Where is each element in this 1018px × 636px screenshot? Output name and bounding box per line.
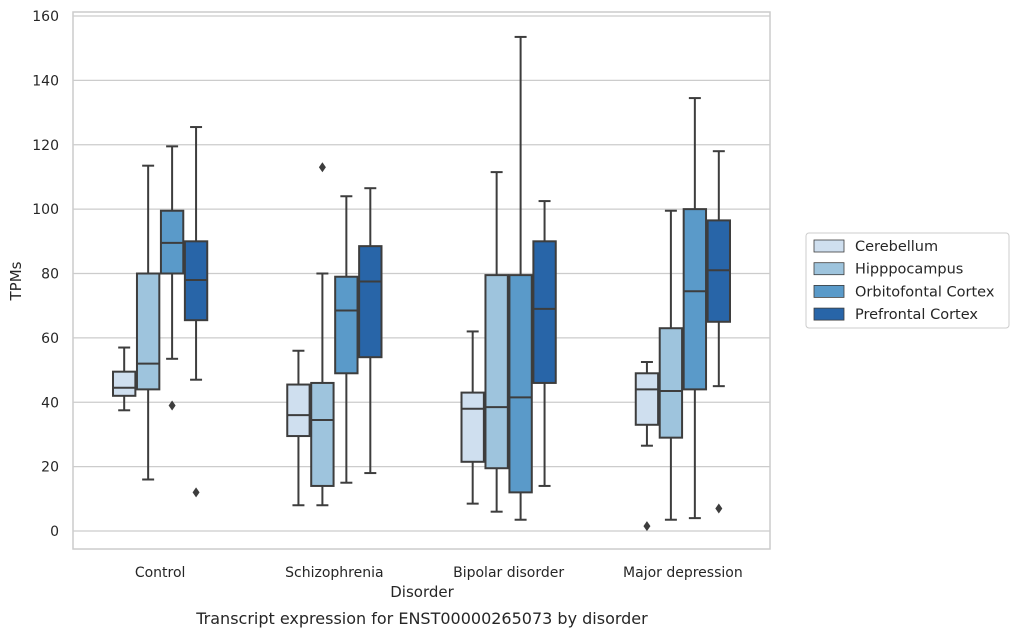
box-body <box>358 245 383 359</box>
box-2-1 <box>484 171 509 513</box>
box-0-3 <box>183 126 209 498</box>
x-tick-label-2: Bipolar disorder <box>453 565 564 581</box>
y-tick-label-0: 0 <box>50 524 59 540</box>
legend-label-1: Hipppocampus <box>855 262 963 278</box>
y-tick-label-120: 120 <box>32 138 59 154</box>
box-series <box>112 35 731 532</box>
x-axis-label: Disorder <box>390 583 454 601</box>
legend-label-3: Prefrontal Cortex <box>855 307 978 323</box>
legend-frame <box>805 232 1010 329</box>
box-2-0 <box>460 330 485 505</box>
legend-swatch-3 <box>813 307 845 321</box>
box-1-1 <box>310 162 335 507</box>
plot-frame <box>72 11 771 550</box>
box-2-3 <box>532 200 557 487</box>
legend-label-0: Cerebellum <box>855 239 938 255</box>
y-tick-label-60: 60 <box>41 331 59 347</box>
outlier-0 <box>318 162 326 173</box>
box-body <box>484 274 509 470</box>
box-body <box>286 383 311 438</box>
box-body <box>334 275 359 375</box>
legend-label-2: Orbitofontal Cortex <box>855 284 995 300</box>
box-body <box>532 240 557 384</box>
box-0-1 <box>135 164 161 481</box>
box-2-2 <box>508 35 533 521</box>
box-0-0 <box>112 346 137 412</box>
box-body <box>658 327 684 439</box>
box-body <box>310 381 335 487</box>
legend-swatch-0 <box>813 239 845 253</box>
box-body <box>135 272 161 391</box>
legend-swatch-1 <box>813 262 845 276</box>
y-tick-label-100: 100 <box>32 202 59 218</box>
box-1-3 <box>358 187 383 475</box>
y-tick-label-80: 80 <box>41 267 59 283</box>
chart-caption: Transcript expression for ENST0000026507… <box>195 609 648 628</box>
legend-swatch-2 <box>813 284 845 298</box>
box-1-2 <box>334 195 359 484</box>
x-tick-label-3: Major depression <box>623 565 743 581</box>
box-3-3 <box>706 150 731 514</box>
y-tick-labels: 0 20 40 60 80 100 120 140 160 <box>32 9 59 540</box>
outlier-0 <box>168 400 176 411</box>
x-tick-labels: Control Schizophrenia Bipolar disorder Majo… <box>135 565 743 581</box>
box-body <box>460 391 485 463</box>
outlier-0 <box>715 503 723 514</box>
box-0-2 <box>159 145 185 411</box>
outlier-0 <box>192 487 200 498</box>
x-tick-label-1: Schizophrenia <box>285 565 383 581</box>
x-tick-label-0: Control <box>135 565 186 581</box>
box-body <box>682 208 708 391</box>
box-body <box>112 370 137 397</box>
box-1-0 <box>286 349 311 507</box>
box-body <box>508 274 533 494</box>
y-tick-label-20: 20 <box>41 460 59 476</box>
box-body <box>634 372 660 426</box>
box-3-0 <box>634 361 660 532</box>
box-3-2 <box>682 97 708 520</box>
y-tick-label-140: 140 <box>32 73 59 89</box>
box-3-1 <box>658 209 684 521</box>
y-tick-label-40: 40 <box>41 395 59 411</box>
outlier-0 <box>643 521 651 532</box>
y-axis-label: TPMs <box>7 261 25 301</box>
legend: Cerebellum Hipppocampus Orbitofontal Corte… <box>805 232 1010 329</box>
y-tick-label-160: 160 <box>32 9 59 25</box>
